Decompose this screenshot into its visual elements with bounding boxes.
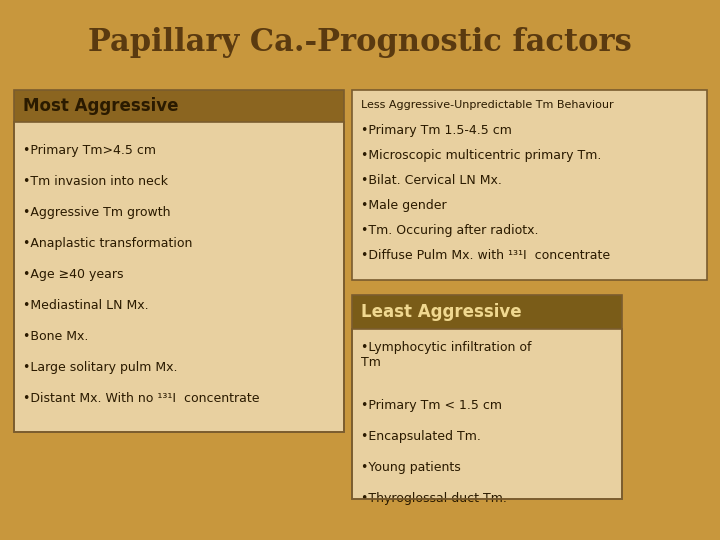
FancyBboxPatch shape: [14, 90, 344, 122]
Text: •Anaplastic transformation: •Anaplastic transformation: [23, 237, 192, 250]
Text: •Primary Tm>4.5 cm: •Primary Tm>4.5 cm: [23, 144, 156, 157]
FancyBboxPatch shape: [352, 295, 622, 329]
Text: •Young patients: •Young patients: [361, 461, 461, 474]
Text: •Primary Tm 1.5-4.5 cm: •Primary Tm 1.5-4.5 cm: [361, 124, 512, 137]
Text: •Primary Tm < 1.5 cm: •Primary Tm < 1.5 cm: [361, 399, 502, 412]
Text: •Age ≥40 years: •Age ≥40 years: [23, 268, 124, 281]
Text: •Bilat. Cervical LN Mx.: •Bilat. Cervical LN Mx.: [361, 174, 502, 187]
Text: Least Aggressive: Least Aggressive: [361, 303, 521, 321]
Text: •Mediastinal LN Mx.: •Mediastinal LN Mx.: [23, 299, 148, 312]
Text: •Distant Mx. With no ¹³¹I  concentrate: •Distant Mx. With no ¹³¹I concentrate: [23, 392, 259, 405]
FancyBboxPatch shape: [352, 329, 622, 499]
Text: •Male gender: •Male gender: [361, 199, 446, 212]
Text: •Aggressive Tm growth: •Aggressive Tm growth: [23, 206, 171, 219]
Text: •Tm invasion into neck: •Tm invasion into neck: [23, 175, 168, 188]
Text: •Encapsulated Tm.: •Encapsulated Tm.: [361, 430, 481, 443]
Text: •Diffuse Pulm Mx. with ¹³¹I  concentrate: •Diffuse Pulm Mx. with ¹³¹I concentrate: [361, 249, 610, 262]
Text: Most Aggressive: Most Aggressive: [23, 97, 179, 115]
Text: •Large solitary pulm Mx.: •Large solitary pulm Mx.: [23, 361, 178, 374]
Text: Less Aggressive-Unpredictable Tm Behaviour: Less Aggressive-Unpredictable Tm Behavio…: [361, 100, 613, 110]
Text: •Tm. Occuring after radiotx.: •Tm. Occuring after radiotx.: [361, 224, 539, 237]
Text: Papillary Ca.-Prognostic factors: Papillary Ca.-Prognostic factors: [88, 26, 632, 57]
FancyBboxPatch shape: [14, 122, 344, 432]
Text: •Thyroglossal duct Tm.: •Thyroglossal duct Tm.: [361, 492, 507, 505]
Text: •Microscopic multicentric primary Tm.: •Microscopic multicentric primary Tm.: [361, 149, 601, 162]
Text: •Bone Mx.: •Bone Mx.: [23, 330, 89, 343]
Text: •Lymphocytic infiltration of
Tm: •Lymphocytic infiltration of Tm: [361, 341, 531, 369]
FancyBboxPatch shape: [352, 90, 707, 280]
